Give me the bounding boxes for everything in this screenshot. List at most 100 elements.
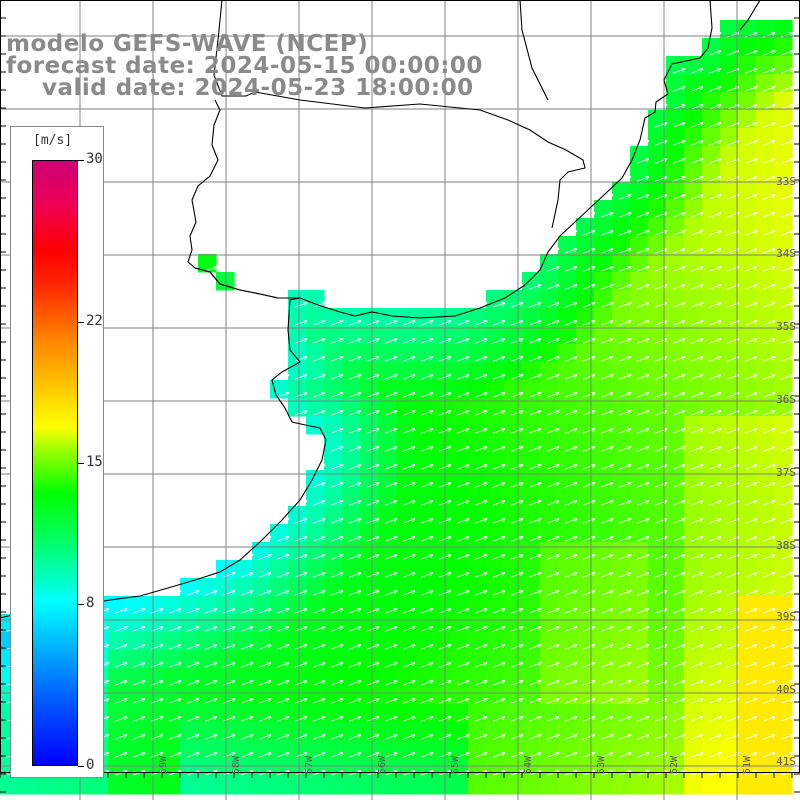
wind-speed-cell (720, 416, 739, 435)
wind-speed-cell (342, 704, 361, 723)
wind-arrow (708, 409, 722, 416)
wind-arrow (636, 589, 650, 596)
wind-speed-cell (612, 272, 631, 291)
wind-arrow (402, 391, 416, 398)
wind-speed-cell (720, 524, 739, 543)
wind-arrow (780, 337, 794, 344)
wind-speed-cell (612, 326, 631, 345)
wind-arrow (294, 661, 308, 668)
wind-speed-cell (756, 218, 775, 237)
wind-arrow (690, 553, 704, 560)
wind-speed-cell (360, 308, 379, 327)
wind-speed-cell (504, 614, 523, 633)
wind-arrow (312, 697, 326, 704)
wind-speed-cell (540, 758, 559, 777)
wind-arrow (708, 697, 722, 704)
wind-arrow (456, 715, 470, 722)
wind-speed-cell (270, 776, 289, 795)
wind-speed-cell (666, 668, 685, 687)
wind-speed-cell (756, 578, 775, 597)
wind-speed-cell (540, 416, 559, 435)
wind-arrow (636, 427, 650, 434)
wind-arrow (312, 553, 326, 560)
wind-arrow (528, 517, 542, 524)
wind-arrow (708, 211, 722, 218)
wind-arrow (510, 553, 524, 560)
wind-arrow (366, 733, 380, 740)
wind-speed-cell (594, 686, 613, 705)
wind-arrow (204, 733, 218, 740)
wind-speed-cell (720, 362, 739, 381)
wind-speed-cell (252, 650, 271, 669)
border-line (254, 91, 586, 229)
wind-speed-cell (414, 398, 433, 417)
latitude-label: 35S (776, 320, 796, 333)
wind-speed-cell (522, 560, 541, 579)
wind-speed-cell (378, 470, 397, 489)
wind-speed-cell (270, 650, 289, 669)
wind-speed-cell (234, 740, 253, 759)
wind-speed-cell (774, 758, 793, 777)
wind-speed-cell (414, 578, 433, 597)
wind-speed-cell (360, 380, 379, 399)
wind-arrow (780, 733, 794, 740)
wind-speed-cell (108, 650, 127, 669)
wind-arrow (690, 193, 704, 200)
wind-speed-cell (504, 452, 523, 471)
wind-arrow (618, 553, 632, 560)
wind-speed-cell (414, 740, 433, 759)
wind-speed-cell (324, 362, 343, 381)
wind-arrow (420, 625, 434, 632)
wind-arrow (618, 229, 632, 236)
wind-arrow (744, 121, 758, 128)
wind-speed-cell (738, 92, 757, 111)
wind-arrow (492, 517, 506, 524)
wind-speed-cell (180, 668, 199, 687)
wind-speed-cell (666, 326, 685, 345)
wind-speed-cell (360, 470, 379, 489)
wind-arrow (420, 751, 434, 758)
wind-speed-cell (396, 578, 415, 597)
wind-arrow (762, 337, 776, 344)
wind-speed-cell (504, 632, 523, 651)
wind-arrow (618, 607, 632, 614)
wind-arrow (474, 391, 488, 398)
wind-arrow (708, 247, 722, 254)
wind-speed-cell (756, 92, 775, 111)
wind-speed-cell (288, 578, 307, 597)
wind-arrow (762, 175, 776, 182)
wind-arrow (636, 625, 650, 632)
wind-arrow (708, 499, 722, 506)
wind-speed-cell (738, 542, 757, 561)
wind-arrow (294, 553, 308, 560)
wind-speed-cell (180, 704, 199, 723)
wind-arrow (528, 751, 542, 758)
wind-arrow (762, 733, 776, 740)
wind-speed-cell (378, 362, 397, 381)
wind-speed-cell (414, 488, 433, 507)
wind-speed-cell (54, 776, 73, 795)
wind-arrow (708, 355, 722, 362)
wind-arrow (276, 607, 290, 614)
wind-speed-cell (738, 470, 757, 489)
wind-speed-cell (720, 20, 739, 39)
wind-arrow (672, 121, 686, 128)
wind-speed-cell (450, 398, 469, 417)
wind-arrow (600, 607, 614, 614)
wind-speed-cell (684, 182, 703, 201)
inland-border (739, 0, 761, 31)
wind-arrow (690, 445, 704, 452)
wind-speed-cell (522, 488, 541, 507)
wind-arrow (528, 733, 542, 740)
wind-speed-cell (306, 668, 325, 687)
wind-arrow (330, 301, 344, 308)
wind-speed-cell (432, 470, 451, 489)
wind-arrow (294, 319, 308, 326)
wind-arrow (510, 571, 524, 578)
wind-speed-cell (720, 326, 739, 345)
wind-speed-cell (432, 452, 451, 471)
wind-arrow (564, 733, 578, 740)
wind-speed-cell (216, 272, 235, 291)
wind-speed-cell (738, 200, 757, 219)
wind-arrow (690, 427, 704, 434)
